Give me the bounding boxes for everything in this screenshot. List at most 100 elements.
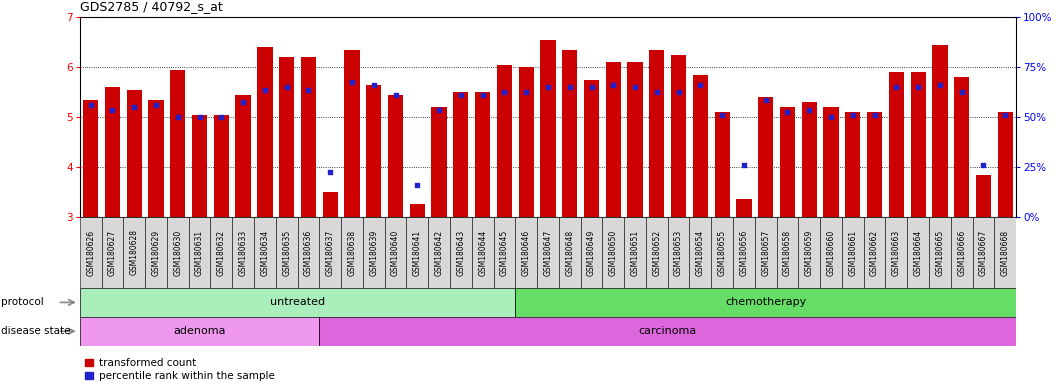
Bar	[123, 217, 145, 288]
Text: GSM180634: GSM180634	[261, 229, 269, 276]
Text: GSM180652: GSM180652	[652, 229, 662, 276]
Point	[779, 109, 796, 115]
Text: GSM180661: GSM180661	[848, 229, 858, 276]
Text: GSM180641: GSM180641	[413, 229, 421, 276]
Bar	[824, 107, 838, 217]
Bar	[736, 200, 751, 217]
Text: GSM180649: GSM180649	[587, 229, 596, 276]
Bar	[929, 217, 951, 288]
Point	[104, 107, 121, 113]
Bar	[322, 192, 338, 217]
Bar	[319, 217, 342, 288]
Bar	[976, 175, 991, 217]
Bar	[453, 92, 468, 217]
Point	[758, 97, 775, 103]
Point	[387, 92, 404, 98]
Text: GSM180636: GSM180636	[304, 229, 313, 276]
Point	[148, 102, 165, 108]
Point	[801, 107, 818, 113]
Text: GSM180638: GSM180638	[348, 229, 356, 276]
Bar	[777, 217, 798, 288]
Bar	[693, 75, 708, 217]
Bar	[276, 217, 298, 288]
Point	[409, 182, 426, 188]
Bar	[625, 217, 646, 288]
Bar	[888, 72, 904, 217]
Text: GSM180632: GSM180632	[217, 229, 226, 276]
Bar	[515, 217, 537, 288]
Bar	[628, 62, 643, 217]
Bar	[646, 217, 668, 288]
Bar	[885, 217, 908, 288]
Bar	[711, 217, 733, 288]
Text: chemotherapy: chemotherapy	[725, 297, 807, 308]
Bar	[494, 217, 515, 288]
Bar	[432, 107, 447, 217]
Bar	[908, 217, 929, 288]
Bar	[715, 112, 730, 217]
Bar	[298, 217, 319, 288]
Text: GSM180658: GSM180658	[783, 229, 792, 276]
Bar	[932, 45, 948, 217]
Point	[910, 84, 927, 90]
Text: GSM180657: GSM180657	[761, 229, 770, 276]
Text: GSM180640: GSM180640	[392, 229, 400, 276]
Bar	[754, 217, 777, 288]
Point	[169, 114, 186, 120]
Point	[539, 84, 556, 90]
Text: GSM180667: GSM180667	[979, 229, 988, 276]
Bar	[497, 65, 512, 217]
Text: GSM180628: GSM180628	[130, 230, 138, 275]
Bar	[170, 70, 185, 217]
Bar	[584, 80, 599, 217]
Text: GSM180637: GSM180637	[326, 229, 335, 276]
Bar	[475, 92, 491, 217]
Point	[561, 84, 578, 90]
Bar	[428, 217, 450, 288]
Legend: transformed count, percentile rank within the sample: transformed count, percentile rank withi…	[85, 359, 275, 381]
Bar	[101, 217, 123, 288]
Point	[278, 84, 295, 90]
Point	[604, 82, 621, 88]
Point	[213, 114, 230, 120]
Point	[192, 114, 209, 120]
Bar	[801, 102, 817, 217]
Bar	[319, 317, 1016, 346]
Text: GSM180665: GSM180665	[935, 229, 945, 276]
Point	[496, 89, 513, 95]
Bar	[562, 50, 578, 217]
Bar	[279, 57, 295, 217]
Bar	[541, 40, 555, 217]
Bar	[995, 217, 1016, 288]
Point	[583, 84, 600, 90]
Bar	[649, 50, 664, 217]
Text: GSM180651: GSM180651	[631, 229, 639, 276]
Text: GSM180630: GSM180630	[173, 229, 182, 276]
Text: GSM180643: GSM180643	[456, 229, 465, 276]
Bar	[780, 107, 795, 217]
Bar	[559, 217, 581, 288]
Bar	[450, 217, 471, 288]
Text: GSM180644: GSM180644	[478, 229, 487, 276]
Bar	[145, 217, 167, 288]
Bar	[798, 217, 820, 288]
Bar	[951, 217, 972, 288]
Bar	[211, 217, 232, 288]
Bar	[366, 85, 381, 217]
Bar	[80, 288, 515, 317]
Bar	[167, 217, 188, 288]
Bar	[345, 50, 360, 217]
Bar	[80, 317, 319, 346]
Bar	[192, 115, 207, 217]
Bar	[406, 217, 428, 288]
Point	[431, 107, 448, 113]
Text: GSM180626: GSM180626	[86, 229, 95, 276]
Bar	[671, 55, 686, 217]
Bar	[845, 112, 861, 217]
Point	[648, 89, 665, 95]
Bar	[581, 217, 602, 288]
Point	[256, 87, 273, 93]
Bar	[232, 217, 254, 288]
Text: GSM180654: GSM180654	[696, 229, 704, 276]
Point	[82, 102, 99, 108]
